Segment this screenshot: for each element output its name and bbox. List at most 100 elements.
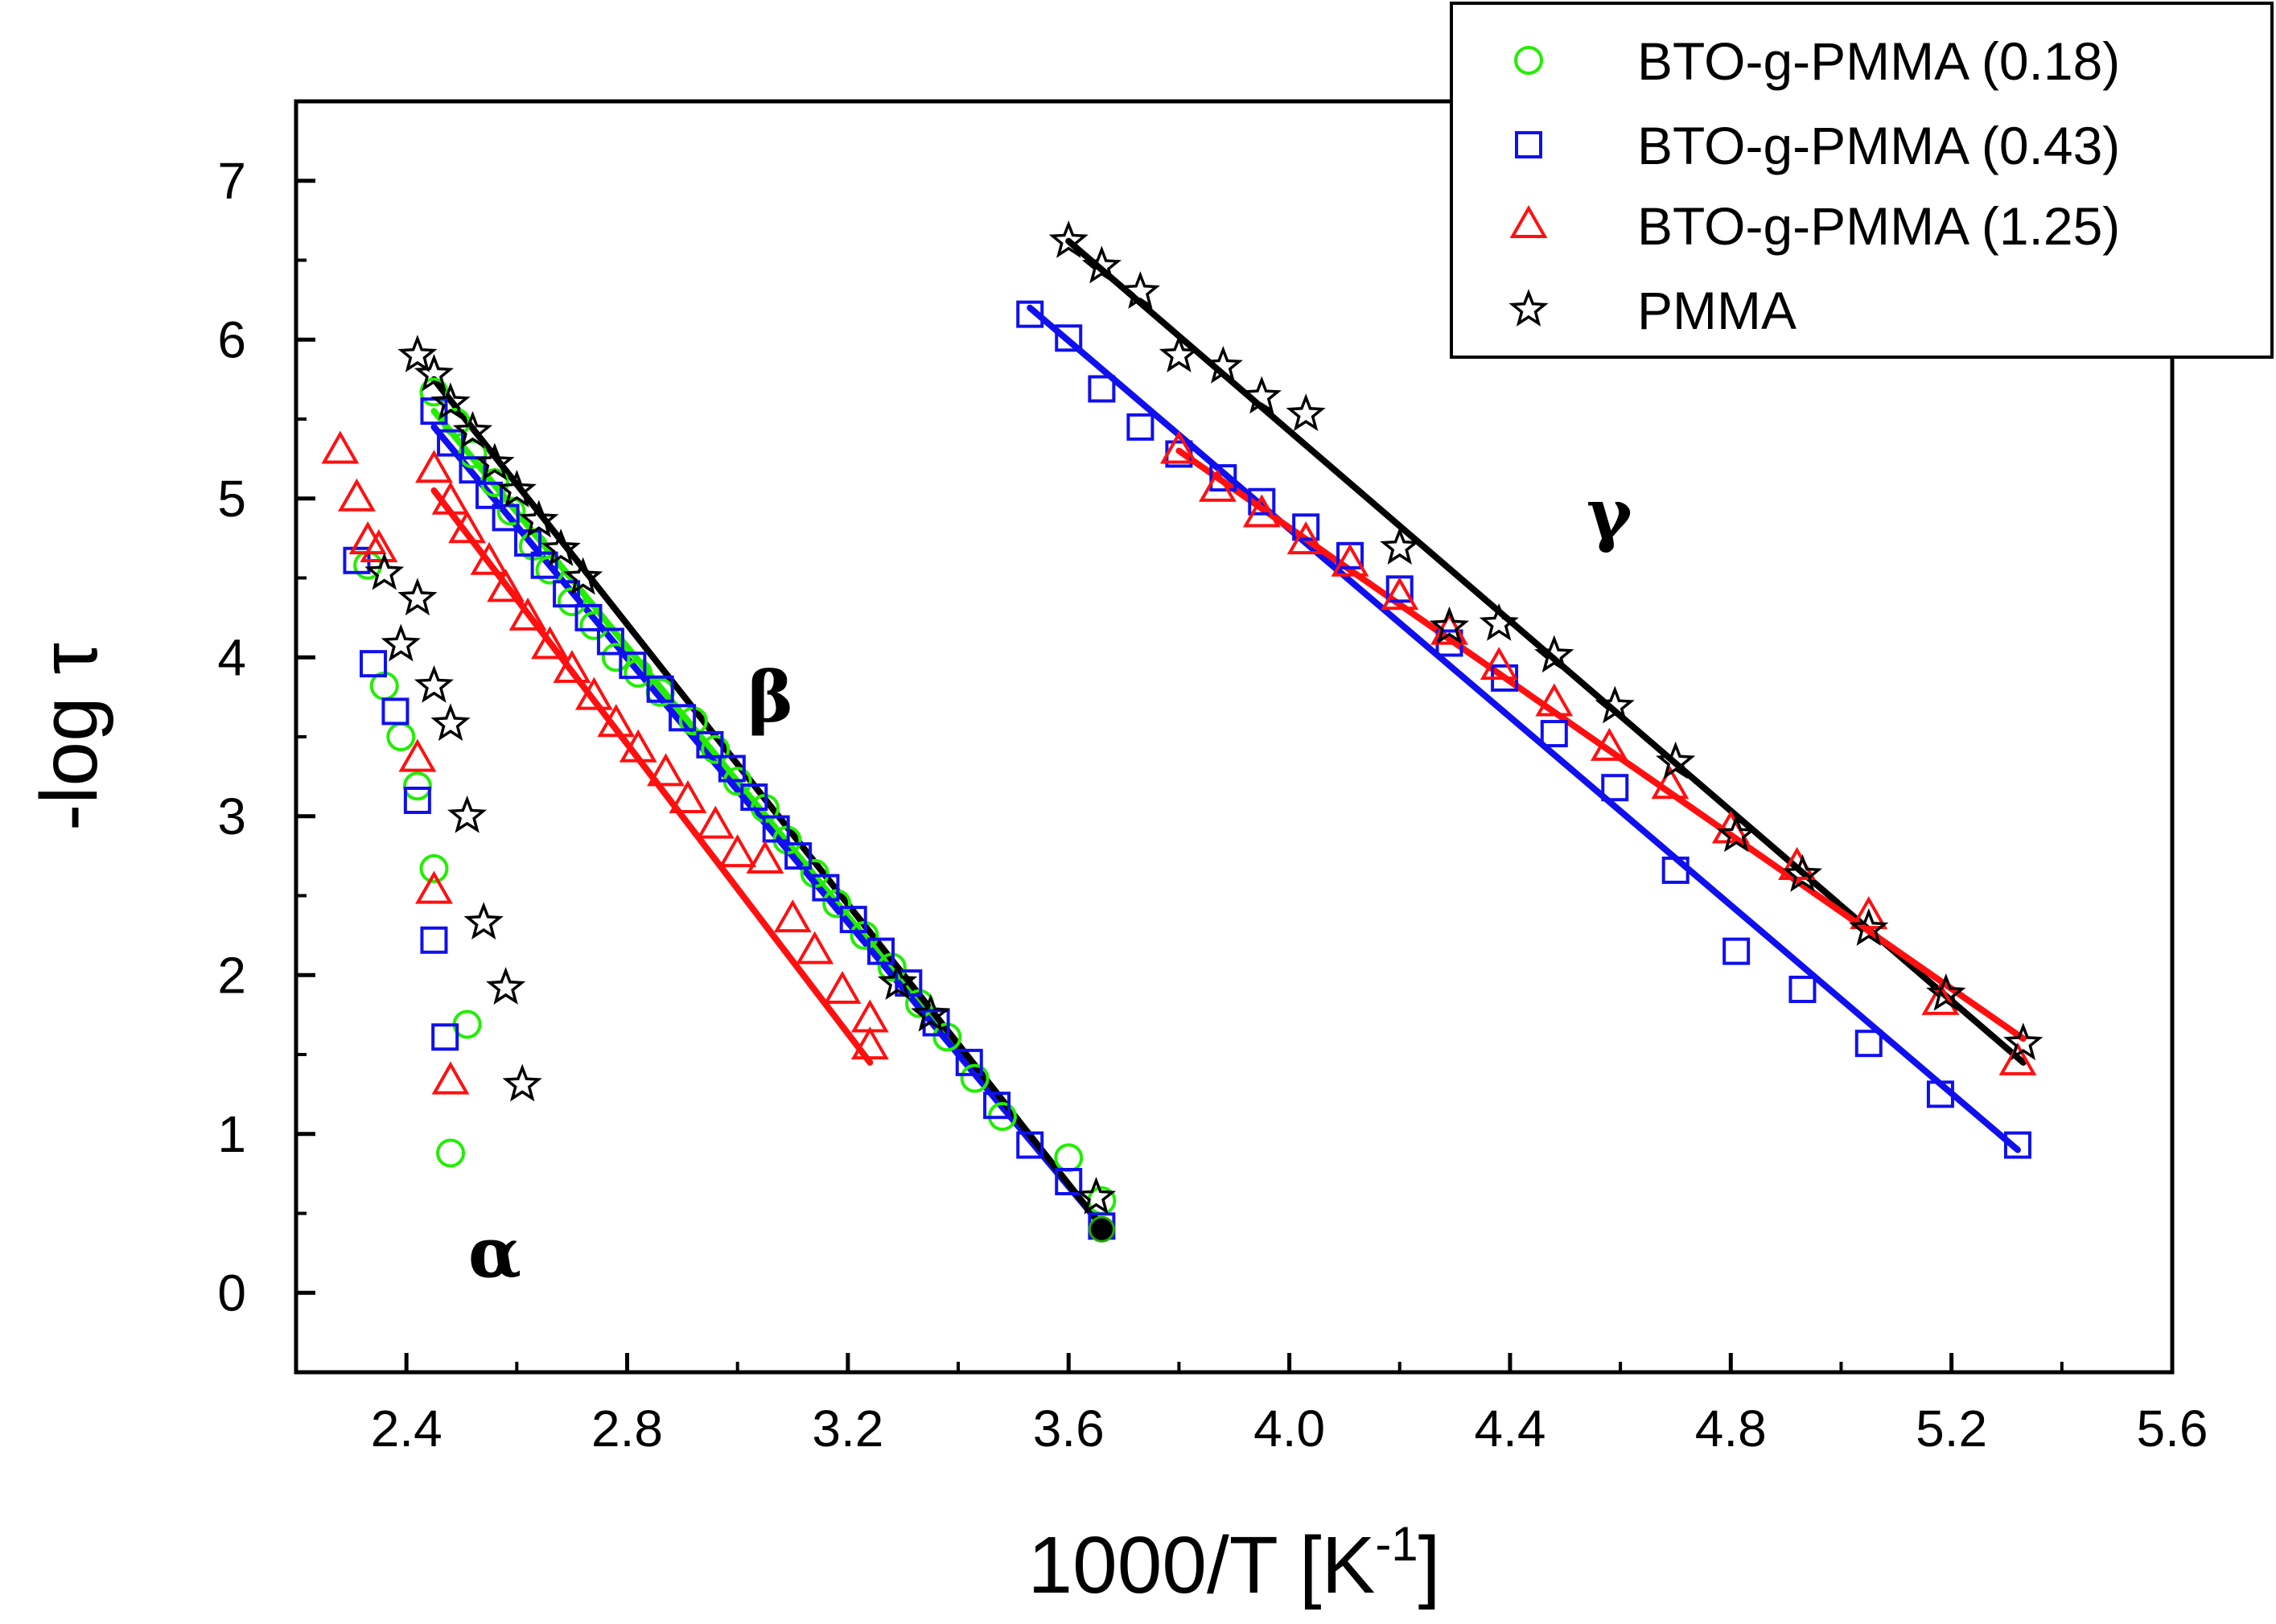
data-point: [519, 500, 559, 538]
y-axis-title: -log τ: [24, 643, 114, 831]
legend-label: BTO-g-PMMA (1.25): [1637, 196, 2120, 256]
legend-item-bto-g-pmma-1-25: BTO-g-PMMA (1.25): [1509, 196, 2120, 256]
data-point: [487, 569, 525, 602]
data-point: [1286, 393, 1326, 432]
data-point: [508, 597, 547, 631]
data-point: [1248, 487, 1276, 516]
data-point: [1788, 976, 1817, 1004]
data-point: [574, 603, 603, 631]
data-point: [669, 779, 707, 813]
data-point: [452, 410, 493, 449]
data-point: [1722, 937, 1751, 965]
chart-text: 2.4 2.8 3.2 3.6 4.0 4.4 4.8 5.2 5.6 0 1 2 3 4 5 6 7 1000/…: [24, 152, 2208, 1610]
legend-marker: [1514, 46, 1543, 75]
data-point: [850, 1026, 889, 1060]
data-point: [1480, 647, 1518, 680]
data-point: [1850, 896, 1888, 930]
data-point: [839, 906, 867, 934]
data-point: [1651, 766, 1690, 800]
data-point: [541, 528, 581, 566]
data-point: [475, 442, 515, 481]
data-point: [447, 795, 488, 833]
data-point: [867, 937, 895, 965]
data-point: [1076, 1176, 1117, 1215]
x-axis-title-end: ]: [1418, 1520, 1441, 1610]
data-point: [1203, 345, 1243, 384]
data-point: [496, 470, 537, 508]
legend-marker: [1509, 204, 1548, 238]
data-point: [1926, 1080, 1954, 1108]
data-point: [486, 967, 526, 1005]
data-point: [740, 783, 768, 812]
data-point: [397, 578, 438, 616]
data-point: [1540, 720, 1568, 748]
axes: [294, 100, 2175, 1374]
data-point: [1595, 685, 1635, 724]
data-point: [1479, 602, 1519, 641]
x-tick-label: 4.8: [1695, 1400, 1767, 1457]
data-point: [1055, 324, 1083, 352]
data-point: [1088, 375, 1116, 403]
data-point: [647, 753, 685, 787]
data-point: [419, 853, 449, 883]
data-point: [669, 704, 697, 732]
data-point: [430, 703, 471, 742]
data-point: [2003, 1022, 2043, 1061]
data-point: [746, 841, 784, 874]
data-point: [796, 931, 834, 964]
data-point: [574, 676, 613, 710]
data-point: [1126, 413, 1154, 441]
data-point: [531, 626, 569, 660]
data-point: [475, 481, 504, 509]
legend-label: BTO-g-PMMA (0.18): [1637, 31, 2120, 91]
data-point: [496, 496, 526, 526]
data-point: [397, 335, 438, 372]
data-point: [514, 529, 542, 557]
series-bto-g-pmma-0-43: [343, 300, 2031, 1240]
legend-box: [1450, 2, 2274, 359]
data-point: [553, 580, 581, 608]
data-point: [403, 787, 431, 814]
data-point: [762, 815, 790, 843]
data-point: [415, 870, 453, 904]
data-point: [579, 611, 609, 640]
y-tick-label: 2: [217, 946, 246, 1004]
data-point: [911, 993, 951, 1032]
x-tick-label: 2.4: [371, 1400, 442, 1457]
data-point: [1854, 1030, 1883, 1058]
data-point: [619, 652, 647, 680]
data-point: [955, 1048, 983, 1076]
data-point: [459, 456, 487, 484]
fit-line-bto-g-pmma-0-43-fit: [1027, 304, 2021, 1153]
data-point: [619, 729, 657, 763]
data-point: [1849, 908, 1889, 946]
y-tick-label: 7: [217, 152, 246, 210]
annotation-gamma: γ: [1587, 474, 1633, 555]
x-tick-label: 2.8: [591, 1400, 663, 1457]
data-point: [1016, 300, 1044, 328]
annotation-beta: β: [747, 656, 793, 738]
data-point: [431, 1023, 459, 1051]
endpoint-marker: [1088, 1215, 1115, 1243]
data-point: [502, 1063, 542, 1102]
data-point: [960, 1063, 990, 1093]
data-point: [1998, 1042, 2037, 1075]
data-point: [1926, 973, 1966, 1011]
data-point: [983, 1092, 1011, 1120]
data-point: [1429, 606, 1470, 644]
data-point: [360, 650, 388, 678]
data-point: [877, 962, 918, 1001]
data-point: [420, 926, 448, 954]
annotation-alpha: α: [468, 1213, 521, 1294]
x-tick-label: 5.6: [2137, 1400, 2208, 1457]
data-point: [414, 353, 455, 392]
data-point: [718, 834, 757, 868]
x-tick-label: 4.4: [1474, 1400, 1545, 1457]
data-point: [1381, 577, 1419, 611]
plot-marks: [321, 220, 2043, 1243]
data-point: [1380, 527, 1420, 565]
legend-item-pmma: PMMA: [1508, 281, 1797, 340]
data-point: [1159, 335, 1200, 372]
data-point: [1120, 271, 1161, 309]
